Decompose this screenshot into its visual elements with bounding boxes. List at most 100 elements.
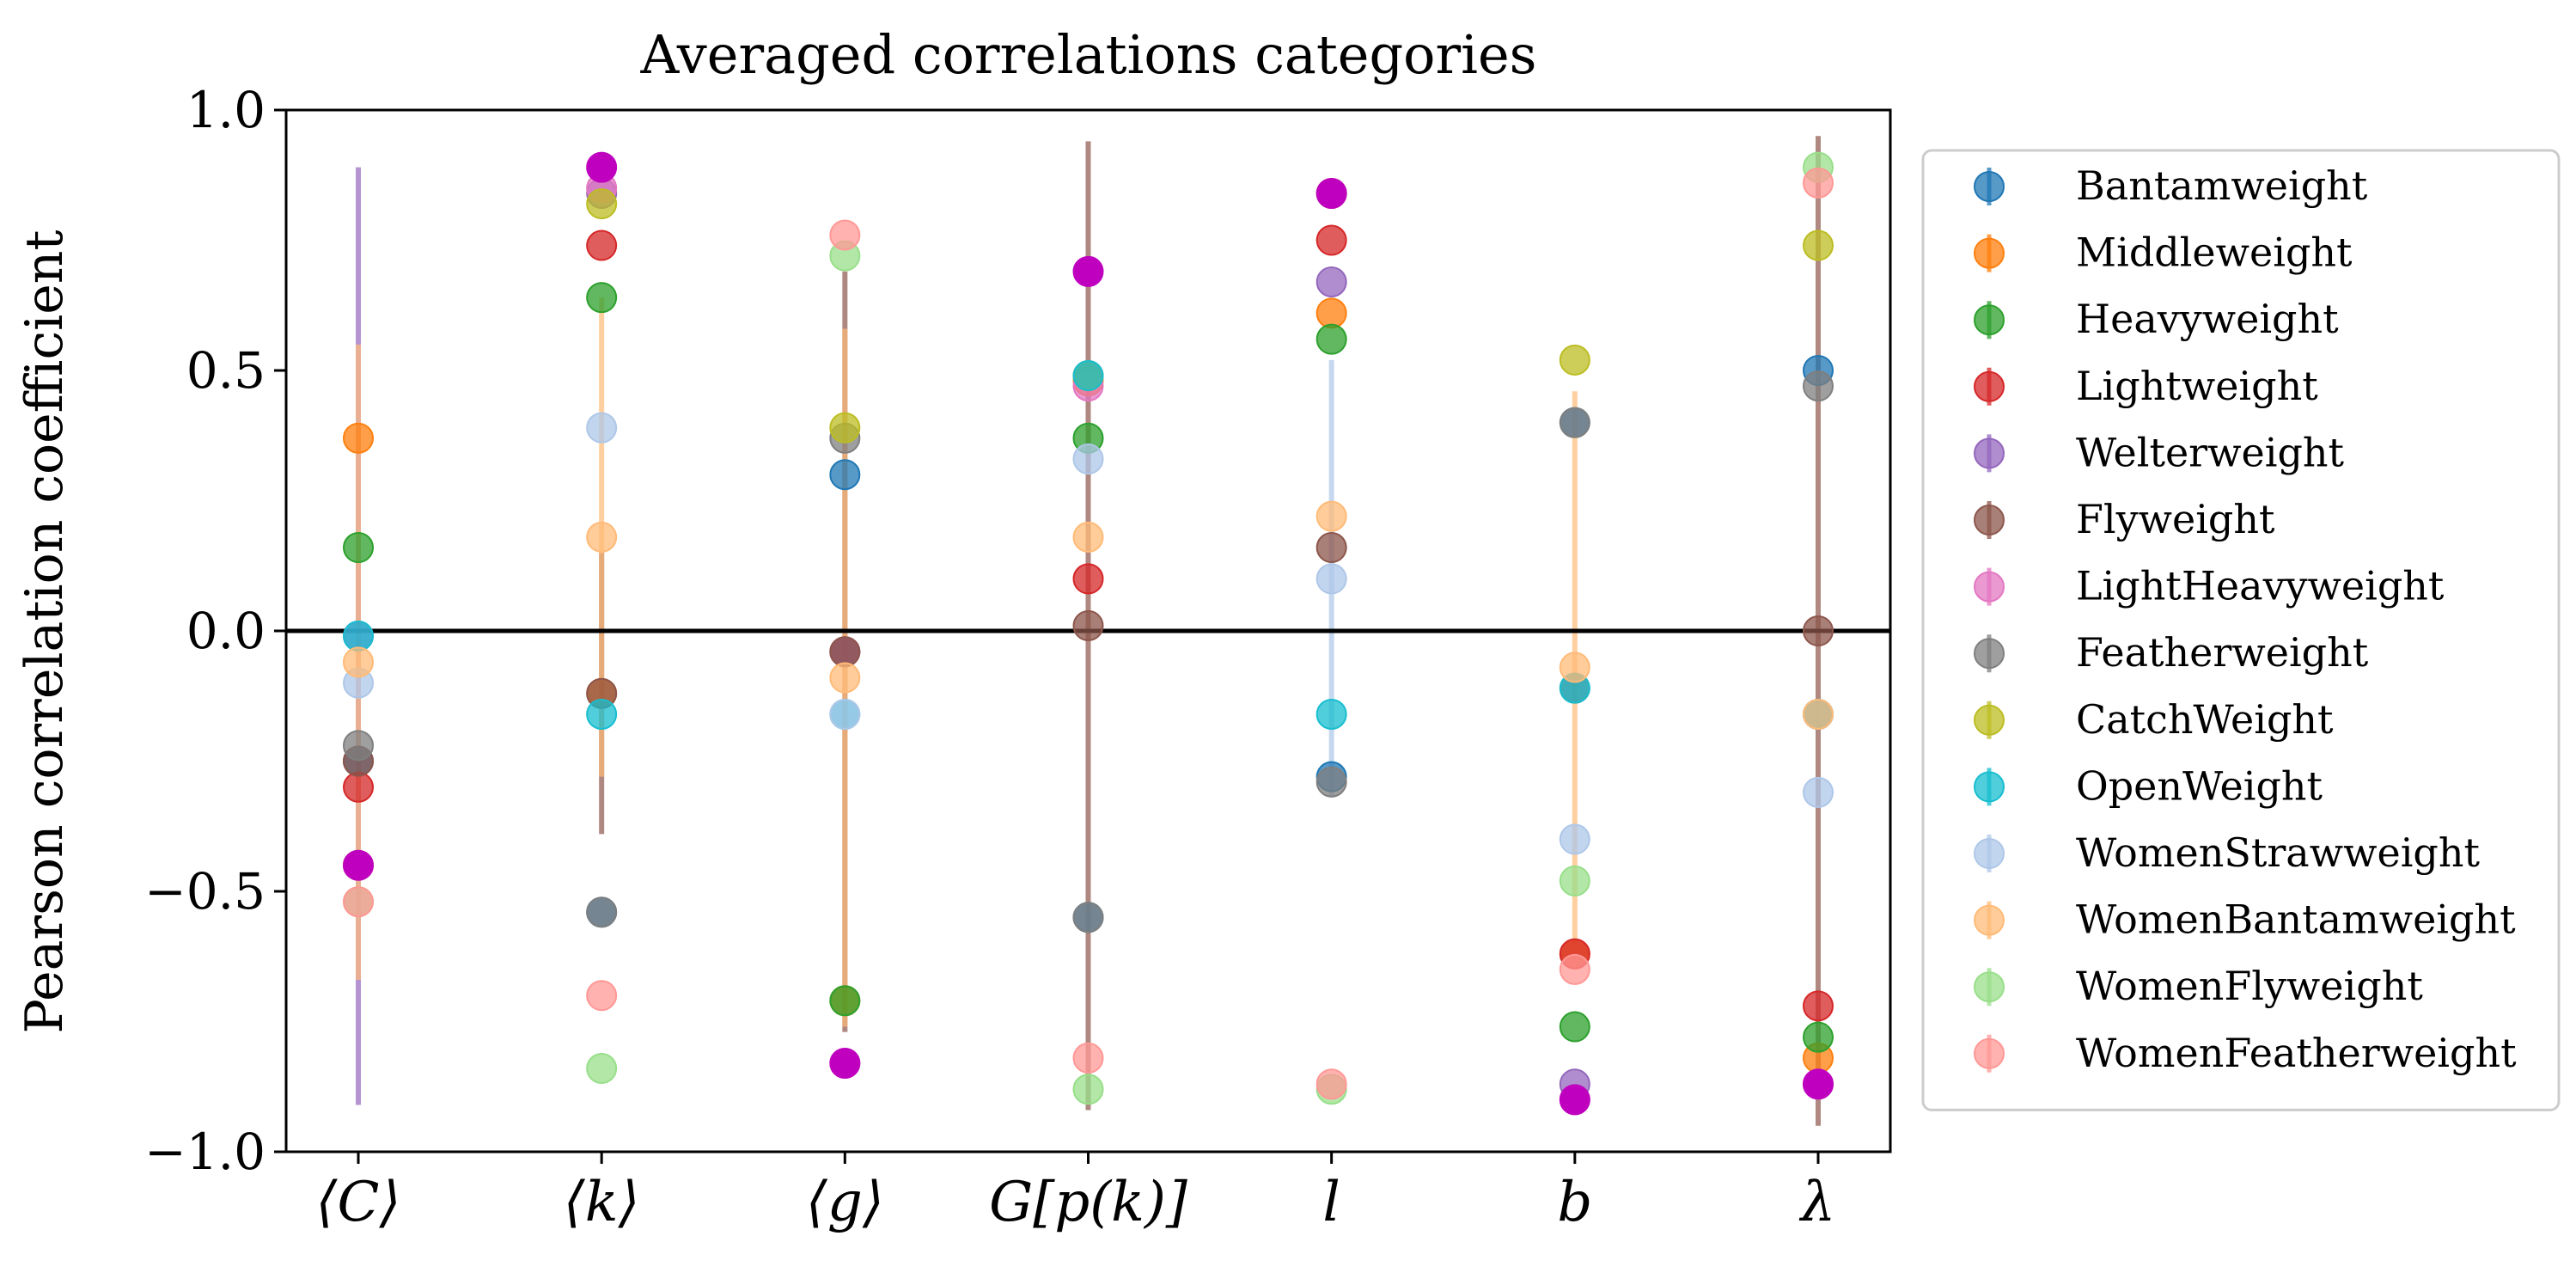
- point-extra-4: [1315, 177, 1347, 209]
- y-axis-label: Pearson correlation coefficient: [15, 229, 75, 1033]
- legend: Bantamweight Middleweight Heavyweight Light…: [1921, 149, 2561, 1111]
- series-womenfeatherweight: [343, 167, 1834, 1100]
- legend-label-lightheavyweight: LightHeavyweight: [2076, 563, 2445, 609]
- legend-label-womenfeatherweight: WomenFeatherweight: [2076, 1030, 2517, 1076]
- point-womenbantamweight-1: [586, 521, 618, 553]
- point-womenfeatherweight-5: [1559, 953, 1590, 985]
- series-heavyweight: [343, 282, 1834, 1053]
- point-womenfeatherweight-6: [1803, 167, 1834, 199]
- plot-area: −1.0 −0.5 0.0 0.5 1.0 ⟨C⟩ ⟨k⟩ ⟨g⟩ G[p(k)] l b λ: [144, 81, 1892, 1234]
- legend-marker-womenbantamweight: [1974, 904, 2005, 936]
- point-lightweight-1: [586, 229, 618, 261]
- legend-marker-womenfeatherweight: [1974, 1037, 2005, 1069]
- point-openweight-0: [343, 621, 374, 652]
- point-heavyweight-6: [1803, 1021, 1834, 1053]
- point-welterweight-4: [1315, 266, 1347, 297]
- point-heavyweight-4: [1315, 323, 1347, 355]
- legend-label-openweight: OpenWeight: [2076, 762, 2323, 809]
- point-womenflyweight-3: [1072, 1074, 1104, 1105]
- point-lightweight-6: [1803, 990, 1834, 1022]
- legend-marker-middleweight: [1974, 237, 2005, 269]
- point-featherweight-0: [343, 730, 374, 762]
- point-womenfeatherweight-3: [1072, 1042, 1104, 1074]
- point-womenfeatherweight-1: [586, 980, 618, 1012]
- legend-label-womenstrawweight: WomenStrawweight: [2076, 829, 2480, 876]
- legend-label-flyweight: Flyweight: [2076, 496, 2275, 542]
- point-womenbantamweight-2: [829, 662, 861, 694]
- point-openweight-1: [586, 698, 618, 730]
- series-womenbantamweight: [343, 500, 1834, 730]
- y-tick-label: 1.0: [186, 81, 266, 139]
- legend-marker-catchweight: [1974, 704, 2005, 736]
- point-catchweight-6: [1803, 229, 1834, 261]
- point-womenbantamweight-0: [343, 646, 374, 678]
- y-tick-label: −0.5: [144, 862, 266, 921]
- legend-marker-lightweight: [1974, 370, 2005, 402]
- point-heavyweight-1: [586, 282, 618, 314]
- point-catchweight-5: [1559, 344, 1590, 376]
- point-womenflyweight-5: [1559, 865, 1590, 896]
- series-extra: [343, 151, 1834, 1116]
- legend-marker-openweight: [1974, 771, 2005, 803]
- point-catchweight-1: [586, 188, 618, 220]
- point-womenbantamweight-5: [1559, 652, 1590, 683]
- point-extra-1: [586, 151, 618, 183]
- series-featherweight: [343, 370, 1834, 933]
- point-lightweight-0: [343, 771, 374, 803]
- x-tick-label: b: [1557, 1171, 1592, 1234]
- point-featherweight-5: [1559, 407, 1590, 438]
- point-extra-3: [1072, 255, 1104, 287]
- point-flyweight-2: [829, 636, 861, 668]
- point-middleweight-4: [1315, 297, 1347, 329]
- point-womenstrawweight-4: [1315, 563, 1347, 595]
- point-featherweight-1: [586, 896, 618, 928]
- y-tick-label: 0.0: [186, 602, 266, 660]
- legend-label-womenbantamweight: WomenBantamweight: [2076, 896, 2516, 943]
- point-womenbantamweight-4: [1315, 500, 1347, 532]
- legend-marker-womenstrawweight: [1974, 838, 2005, 869]
- legend-marker-flyweight: [1974, 505, 2005, 535]
- point-heavyweight-0: [343, 532, 374, 564]
- legend-label-featherweight: Featherweight: [2076, 629, 2369, 676]
- point-womenstrawweight-1: [586, 412, 618, 444]
- x-tick-label: ⟨g⟩: [806, 1171, 884, 1234]
- legend-marker-lightheavyweight: [1974, 571, 2005, 603]
- point-womenfeatherweight-0: [343, 886, 374, 918]
- legend-label-heavyweight: Heavyweight: [2076, 296, 2339, 342]
- legend-marker-welterweight: [1974, 438, 2005, 469]
- point-womenstrawweight-6: [1803, 776, 1834, 808]
- point-womenfeatherweight-2: [829, 219, 861, 251]
- y-tick-label: 0.5: [186, 341, 266, 400]
- point-featherweight-4: [1315, 766, 1347, 798]
- legend-label-welterweight: Welterweight: [2076, 429, 2345, 475]
- point-womenbantamweight-6: [1803, 698, 1834, 730]
- legend-box: [1921, 149, 2561, 1111]
- legend-marker-featherweight: [1974, 638, 2005, 670]
- point-womenfeatherweight-4: [1315, 1068, 1347, 1100]
- legend-label-bantamweight: Bantamweight: [2076, 162, 2368, 209]
- point-extra-2: [829, 1047, 861, 1079]
- point-catchweight-2: [829, 412, 861, 444]
- point-featherweight-6: [1803, 370, 1834, 402]
- point-flyweight-4: [1315, 532, 1347, 564]
- point-womenstrawweight-5: [1559, 823, 1590, 855]
- y-tick-label: −1.0: [144, 1123, 266, 1181]
- point-womenstrawweight-3: [1072, 444, 1104, 475]
- point-bantamweight-2: [829, 459, 861, 491]
- point-openweight-3: [1072, 360, 1104, 392]
- point-womenstrawweight-2: [829, 698, 861, 730]
- legend-label-lightweight: Lightweight: [2076, 363, 2318, 409]
- legend-marker-heavyweight: [1974, 304, 2005, 336]
- legend-label-womenflyweight: WomenFlyweight: [2076, 963, 2423, 1009]
- point-flyweight-6: [1803, 615, 1834, 646]
- point-flyweight-3: [1072, 609, 1104, 641]
- legend-marker-womenflyweight: [1974, 971, 2005, 1003]
- legend-label-middleweight: Middleweight: [2076, 229, 2353, 276]
- x-tick-label: ⟨C⟩: [316, 1171, 401, 1234]
- chart-title: Averaged correlations categories: [640, 23, 1537, 86]
- point-heavyweight-5: [1559, 1011, 1590, 1043]
- point-extra-5: [1559, 1084, 1590, 1116]
- x-tick-label: l: [1322, 1171, 1340, 1234]
- point-lightweight-3: [1072, 563, 1104, 595]
